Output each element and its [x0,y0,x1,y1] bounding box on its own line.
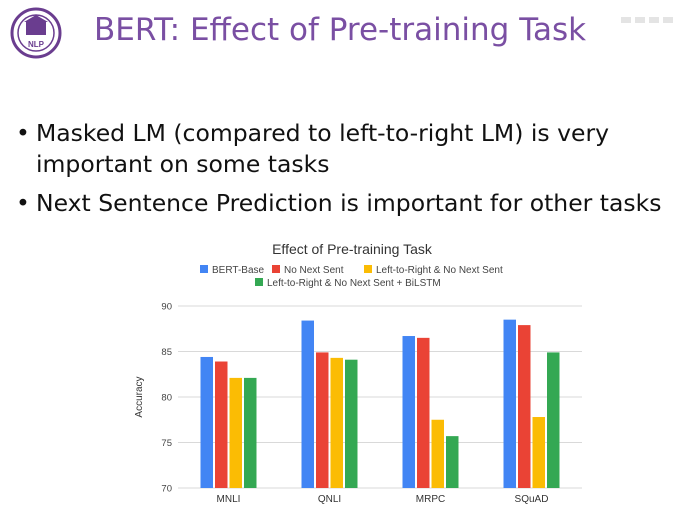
bar [316,352,329,488]
bar [402,336,415,488]
bar [417,337,430,488]
legend-swatch [200,265,208,273]
bar [200,356,213,488]
slide-title: BERT: Effect of Pre-training Task [94,12,587,48]
bar [518,325,531,488]
bar [345,359,358,488]
nlp-lab-logo: NLP [10,7,62,59]
legend-swatch [255,278,263,286]
bullet-list: Masked LM (compared to left-to-right LM)… [16,118,676,227]
bar [532,417,545,488]
legend-label: BERT-Base [212,265,264,276]
y-tick-label: 85 [161,347,172,358]
legend-swatch [272,265,280,273]
bar-chart: Effect of Pre-training Task BERT-Base No N… [134,241,582,505]
bar [446,436,459,488]
x-tick-label: MNLI [217,494,241,505]
bar [330,357,343,488]
x-tick-label: MRPC [416,494,445,505]
legend-swatch [364,265,372,273]
y-axis-label: Accuracy [134,376,145,417]
x-tick-label: QNLI [318,494,341,505]
x-tick-label: SQuAD [515,494,549,505]
chart-title: Effect of Pre-training Task [272,241,433,257]
bar [503,319,516,488]
y-tick-label: 80 [161,393,172,404]
bar [244,377,257,488]
bullet-item: Next Sentence Prediction is important fo… [16,188,676,219]
y-tick-label: 90 [161,302,172,313]
bullet-item: Masked LM (compared to left-to-right LM)… [16,118,676,180]
bar [229,377,242,488]
bar [301,320,314,488]
y-tick-label: 75 [161,438,172,449]
svg-text:NLP: NLP [28,40,45,49]
legend-label: Left-to-Right & No Next Sent [376,265,503,276]
legend-label: Left-to-Right & No Next Sent + BiLSTM [267,278,441,289]
bar [431,419,444,488]
bar [547,352,560,488]
bar [215,361,228,488]
y-tick-label: 70 [161,484,172,495]
legend-label: No Next Sent [284,265,344,276]
watermark-glyph [621,17,673,23]
